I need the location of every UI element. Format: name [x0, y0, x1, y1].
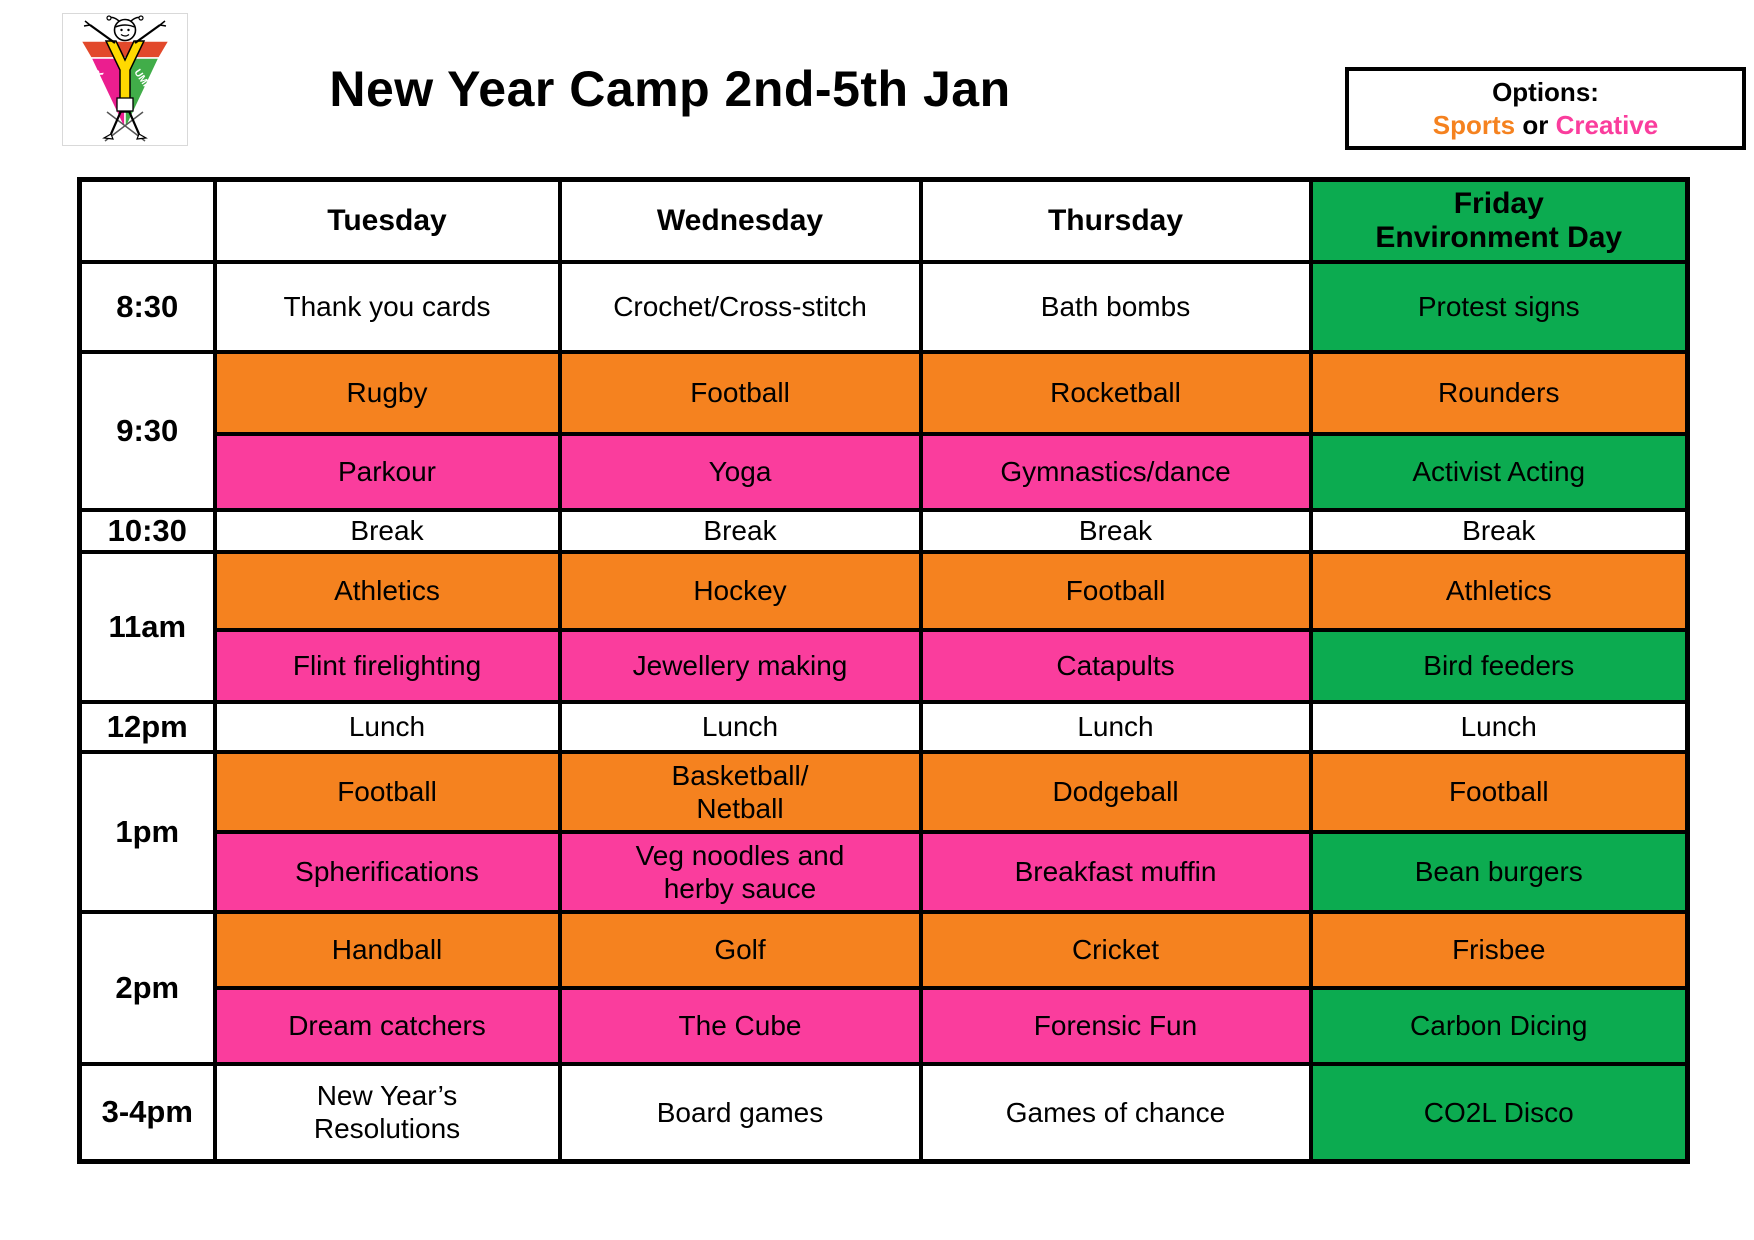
day-header-thursday: Thursday: [918, 177, 1313, 264]
activity-cell: Veg noodles and herby sauce: [557, 829, 923, 914]
activity-cell: Catapults: [918, 627, 1313, 704]
activity-cell: Spherifications: [212, 829, 562, 914]
logo-red-band: [79, 40, 171, 59]
page-title: New Year Camp 2nd-5th Jan: [329, 61, 1011, 117]
schedule-row: Parkour Yoga Gymnastics/dance Activist Acti…: [80, 431, 1690, 512]
activity-cell: Cricket: [918, 909, 1313, 990]
schedule-row: 3-4pm New Year’s Resolutions Board games Ga…: [77, 1061, 1690, 1164]
activity-cell: Break: [212, 507, 562, 554]
activity-cell: Lunch: [557, 699, 923, 754]
activity-cell: Lunch: [918, 699, 1313, 754]
activity-cell: Football: [918, 549, 1313, 632]
activity-cell: Protest signs: [1308, 259, 1690, 354]
activity-cell: Games of chance: [918, 1061, 1313, 1164]
activity-cell: Athletics: [212, 549, 562, 632]
logo-text-tr: TR: [85, 67, 107, 90]
schedule-row: 8:30 Thank you cards Crochet/Cross-stitch B…: [77, 259, 1690, 354]
logo-legs: [109, 110, 141, 135]
schedule-row: 10:30 Break Break Break Break: [77, 507, 1690, 554]
schedule: Tuesday Wednesday Thursday Friday Environme…: [77, 177, 1690, 1164]
activity-cell: Football: [212, 749, 562, 834]
options-sports: Sports: [1432, 110, 1516, 140]
activity-cell: The Cube: [557, 985, 923, 1066]
activity-cell: Thank you cards: [212, 259, 562, 354]
logo-headband: [115, 24, 135, 28]
activity-cell: Jewellery making: [557, 627, 923, 704]
options-or: or: [1522, 110, 1549, 140]
corner-cell: [77, 177, 217, 264]
activity-cell: New Year’s Resolutions: [212, 1061, 562, 1164]
schedule-row: 11am Athletics Hockey Football Athletics: [77, 549, 1690, 704]
schedule-row: Flint firelighting Jewellery making Catapu…: [80, 627, 1690, 704]
activity-cell: Gymnastics/dance: [918, 431, 1313, 512]
activity-cell: Breakfast muffin: [918, 829, 1313, 914]
activity-cell: Rugby: [212, 349, 562, 436]
time-cell-11am: 11am: [77, 549, 217, 704]
schedule-row: 1pm Football Basketball/ Netball Dodgeball F…: [77, 749, 1690, 914]
activity-cell: Flint firelighting: [212, 627, 562, 704]
time-cell-9-30: 9:30: [77, 349, 217, 512]
time-cell-8-30: 8:30: [77, 259, 217, 354]
time-cell-12pm: 12pm: [77, 699, 217, 754]
activity-cell: Frisbee: [1308, 909, 1690, 990]
day-header-tuesday: Tuesday: [212, 177, 562, 264]
activity-cell: Lunch: [212, 699, 562, 754]
activity-cell: Rocketball: [918, 349, 1313, 436]
schedule-table: Tuesday Wednesday Thursday Friday Environme…: [77, 177, 1690, 1164]
logo-smile: [120, 34, 130, 37]
tryumph-logo: TR UMPH: [62, 13, 188, 146]
activity-cell: Dodgeball: [918, 749, 1313, 834]
schedule-row: Dream catchers The Cube Forensic Fun Carbon…: [80, 985, 1690, 1066]
time-cell-3-4pm: 3-4pm: [77, 1061, 217, 1164]
logo-arms: [89, 24, 161, 44]
activity-cell: Bath bombs: [918, 259, 1313, 354]
schedule-row: 12pm Lunch Lunch Lunch Lunch: [77, 699, 1690, 754]
activity-cell: Handball: [212, 909, 562, 990]
day-header-friday: Friday Environment Day: [1308, 177, 1690, 264]
logo-shoes: [102, 133, 148, 140]
options-creative: Creative: [1555, 110, 1659, 140]
activity-cell: Activist Acting: [1308, 431, 1690, 512]
activity-cell: Forensic Fun: [918, 985, 1313, 1066]
activity-cell: Board games: [557, 1061, 923, 1164]
time-cell-1pm: 1pm: [77, 749, 217, 914]
time-cell-2pm: 2pm: [77, 909, 217, 1066]
logo-hands: [83, 20, 167, 27]
logo-head: [113, 18, 137, 42]
activity-cell: Athletics: [1308, 549, 1690, 632]
schedule-row: Spherifications Veg noodles and herby sau…: [80, 829, 1690, 914]
activity-cell: Basketball/ Netball: [557, 749, 923, 834]
activity-cell: Crochet/Cross-stitch: [557, 259, 923, 354]
activity-cell: Lunch: [1308, 699, 1690, 754]
activity-cell: Dream catchers: [212, 985, 562, 1066]
day-header-wednesday: Wednesday: [557, 177, 923, 264]
options-choices: Sports or Creative: [1349, 109, 1742, 142]
logo-yellow-y: [104, 40, 146, 113]
schedule-row: 9:30 Rugby Football Rocketball Rounders: [77, 349, 1690, 512]
activity-cell: Hockey: [557, 549, 923, 632]
activity-cell: CO2L Disco: [1308, 1061, 1690, 1164]
activity-cell: Bird feeders: [1308, 627, 1690, 704]
schedule-row: 2pm Handball Golf Cricket Frisbee: [77, 909, 1690, 1066]
activity-cell: Break: [557, 507, 923, 554]
time-cell-10-30: 10:30: [77, 507, 217, 554]
options-box: Options: Sports or Creative: [1345, 67, 1746, 150]
activity-cell: Football: [557, 349, 923, 436]
activity-cell: Parkour: [212, 431, 562, 512]
activity-cell: Bean burgers: [1308, 829, 1690, 914]
logo-shorts: [116, 97, 134, 112]
activity-cell: Carbon Dicing: [1308, 985, 1690, 1066]
activity-cell: Yoga: [557, 431, 923, 512]
activity-cell: Break: [918, 507, 1313, 554]
day-header-row: Tuesday Wednesday Thursday Friday Environme…: [77, 177, 1690, 264]
activity-cell: Football: [1308, 749, 1690, 834]
activity-cell: Break: [1308, 507, 1690, 554]
activity-cell: Golf: [557, 909, 923, 990]
activity-cell: Rounders: [1308, 349, 1690, 436]
options-label: Options:: [1492, 77, 1599, 107]
tryumph-logo-graphic: TR UMPH: [79, 15, 171, 142]
